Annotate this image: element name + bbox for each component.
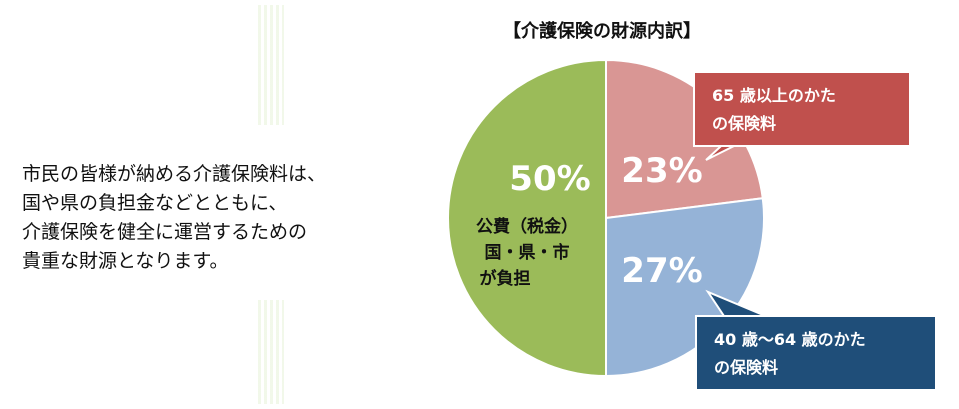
callout-40-64-line1: 40 歳〜64 歳のかた xyxy=(714,330,866,349)
background-decoration xyxy=(258,300,284,404)
public-funds-label-line2: 国・県・市 xyxy=(485,242,570,263)
callout-65-plus-line1: 65 歳以上のかた xyxy=(712,86,836,105)
pie-slice-public-funds xyxy=(447,58,607,378)
public-funds-label-line3: が負担 xyxy=(480,268,531,289)
description-line: 市民の皆様が納める介護保険料は、 xyxy=(22,163,327,185)
chart-title: 【介護保険の財源内訳】 xyxy=(503,20,701,42)
background-decoration xyxy=(258,5,284,125)
data-label-50: 50% xyxy=(509,159,590,199)
callout-65-plus-line2: の保険料 xyxy=(712,114,776,133)
callout-40-64-line2: の保険料 xyxy=(714,358,778,377)
public-funds-label-line1: 公費（税金） xyxy=(476,216,578,237)
pie-slices xyxy=(447,58,765,378)
data-label-23: 23% xyxy=(621,151,702,191)
description-line: 介護保険を健全に運営するための xyxy=(22,221,308,243)
description-line: 貴重な財源となります。 xyxy=(22,250,229,272)
description-line: 国や県の負担金などとともに、 xyxy=(22,192,288,214)
callout-box-40-64 xyxy=(695,315,937,391)
callout-box-65-plus xyxy=(693,71,911,147)
description-text: 市民の皆様が納める介護保険料は、 国や県の負担金などとともに、 介護保険を健全に… xyxy=(22,160,326,276)
data-label-27: 27% xyxy=(621,251,702,291)
